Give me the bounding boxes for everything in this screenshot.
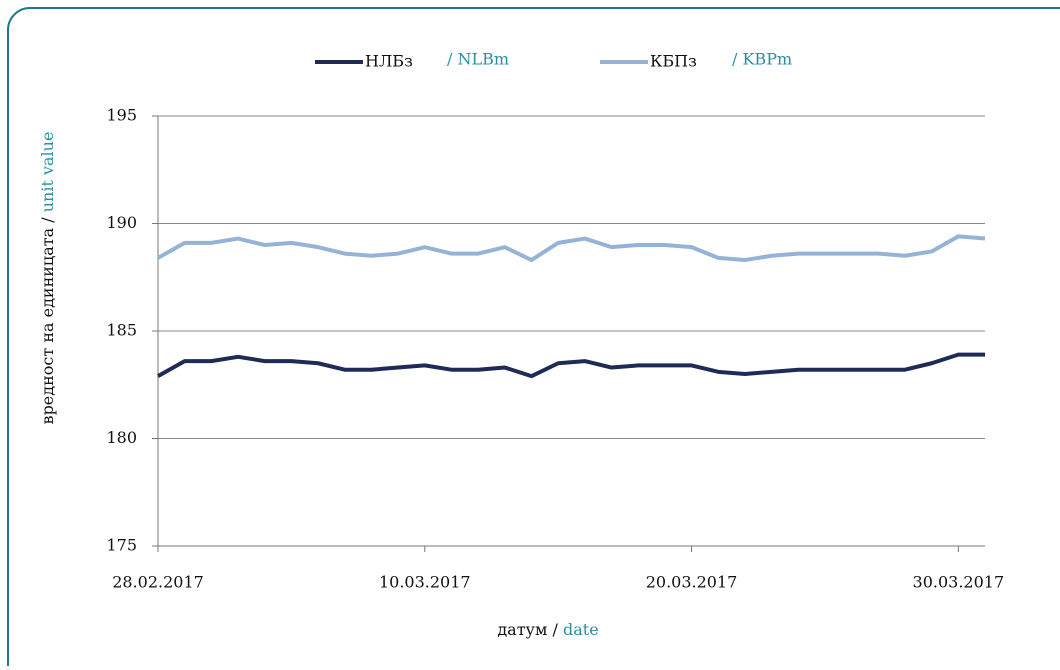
legend-label: НЛБз bbox=[365, 52, 413, 71]
y-label-local: вредност на единицата / bbox=[38, 217, 57, 425]
x-tick-label: 28.02.2017 bbox=[112, 573, 204, 592]
x-label-local: датум / bbox=[497, 620, 558, 639]
y-axis-label: вредност на единицата / unit value bbox=[38, 132, 57, 425]
x-tick-label: 30.03.2017 bbox=[913, 573, 1005, 592]
x-tick-label: 10.03.2017 bbox=[379, 573, 471, 592]
legend-label-en: / NLBm bbox=[447, 50, 509, 69]
y-tick-label: 195 bbox=[106, 106, 137, 125]
x-axis-label: датум / date bbox=[497, 620, 598, 639]
y-tick-label: 180 bbox=[106, 428, 137, 447]
series-line bbox=[157, 234, 986, 263]
frame bbox=[7, 7, 1060, 670]
series-line bbox=[157, 352, 985, 379]
y-tick-label: 175 bbox=[106, 536, 137, 555]
legend-label: КБПз bbox=[650, 52, 697, 71]
x-label-en: date bbox=[563, 620, 599, 639]
y-tick-label: 190 bbox=[106, 213, 137, 232]
x-tick-label: 20.03.2017 bbox=[646, 573, 738, 592]
y-tick-label: 185 bbox=[106, 321, 137, 340]
y-label-en: unit value bbox=[38, 132, 57, 213]
legend-label-en: / KBPm bbox=[732, 50, 792, 69]
